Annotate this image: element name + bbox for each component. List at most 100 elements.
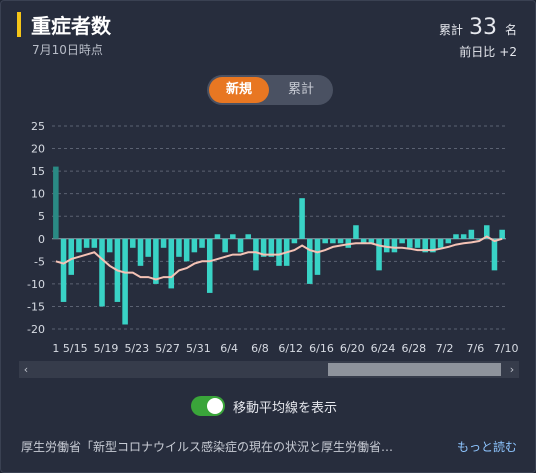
bar — [460, 234, 467, 239]
scrollbar-thumb[interactable] — [328, 363, 501, 376]
bar — [145, 238, 151, 257]
x-tick-label: 1 — [52, 342, 59, 355]
chart-bars — [53, 166, 505, 325]
bar — [437, 238, 444, 248]
y-tick-label: 0 — [38, 233, 45, 246]
x-tick-label: 7/10 — [494, 342, 519, 355]
y-tick-label: -10 — [27, 278, 45, 291]
moving-average-toggle-label: 移動平均線を表示 — [233, 401, 338, 416]
bar — [222, 238, 228, 253]
bar — [199, 238, 205, 248]
y-tick-label: -5 — [34, 255, 45, 268]
bar — [168, 238, 175, 289]
bar — [368, 238, 375, 244]
x-tick-label: 6/12 — [278, 342, 303, 355]
total-value: 33 — [468, 15, 497, 40]
x-tick-label: 5/31 — [186, 342, 211, 355]
bar — [491, 238, 498, 271]
y-tick-label: 25 — [31, 120, 45, 133]
diff-label: 前日比 — [459, 45, 496, 59]
bar — [383, 238, 390, 253]
bar — [445, 238, 452, 244]
bar — [176, 238, 182, 257]
bar — [314, 238, 321, 275]
bar — [237, 238, 244, 253]
y-tick-label: -20 — [27, 323, 45, 336]
source-text: 厚生労働省「新型コロナウイルス感染症の現在の状況と厚生労働省… — [21, 440, 394, 454]
bar — [430, 238, 436, 253]
title-accent-bar — [17, 12, 21, 37]
bar — [322, 238, 328, 244]
bar — [68, 238, 75, 275]
tab-new[interactable]: 新規 — [209, 77, 269, 103]
bar — [106, 238, 113, 253]
diff-value: +2 — [499, 45, 517, 59]
bar — [376, 238, 382, 271]
total-summary: 累計 33 名 — [439, 15, 517, 40]
y-tick-label: 10 — [31, 188, 45, 201]
x-tick-label: 6/20 — [340, 342, 365, 355]
toggle-knob — [207, 398, 223, 414]
bar — [183, 238, 190, 262]
chart-moving-average — [55, 235, 503, 281]
bar — [307, 238, 313, 284]
bar — [91, 238, 98, 248]
x-tick-label: 5/27 — [155, 342, 180, 355]
view-switcher: 新規 累計 — [207, 75, 333, 105]
chart-x-ticks: 1 5/15 5/19 5/23 5/27 5/31 6/4 6/8 6/12 6/16 6/20 6… — [52, 342, 518, 355]
bar — [476, 238, 482, 240]
total-unit: 名 — [504, 23, 517, 37]
x-tick-label: 6/4 — [220, 342, 238, 355]
bar — [407, 238, 413, 248]
bar — [360, 238, 367, 244]
bar — [160, 238, 167, 248]
x-tick-label: 6/28 — [401, 342, 426, 355]
moving-average-line — [55, 235, 503, 281]
card-title: 重症者数 — [31, 14, 111, 38]
bar — [60, 238, 67, 302]
bar — [153, 238, 159, 284]
y-tick-label: 5 — [38, 210, 45, 223]
bar — [253, 238, 259, 271]
x-tick-label: 6/16 — [309, 342, 334, 355]
bar — [399, 238, 405, 244]
bar — [453, 234, 459, 239]
bar — [260, 238, 267, 257]
bar — [206, 238, 213, 293]
scroll-left-icon[interactable]: ‹ — [23, 363, 29, 376]
bar-chart: 25 20 15 10 5 0 -5 -10 -15 -20 1 5/15 5/19 5/23 5/27 5… — [27, 120, 518, 355]
bar — [230, 234, 236, 239]
moving-average-toggle[interactable] — [191, 396, 225, 416]
x-tick-label: 5/19 — [94, 342, 119, 355]
bar — [214, 234, 221, 239]
bar — [137, 238, 144, 266]
scroll-right-icon[interactable]: › — [509, 363, 515, 376]
tab-cumulative[interactable]: 累計 — [287, 82, 314, 97]
bar — [53, 166, 59, 239]
bar — [130, 238, 136, 248]
bar — [122, 238, 128, 325]
bar — [391, 238, 398, 253]
bar — [76, 238, 82, 253]
chart-scrollbar[interactable]: ‹ › — [19, 361, 519, 378]
x-tick-label: 6/8 — [251, 342, 269, 355]
bar — [468, 229, 475, 239]
x-tick-label: 7/2 — [436, 342, 454, 355]
bar — [99, 238, 105, 307]
bar — [291, 238, 298, 244]
bar — [414, 238, 421, 248]
y-tick-label: 20 — [31, 143, 45, 156]
x-tick-label: 6/24 — [371, 342, 396, 355]
bar — [299, 198, 305, 239]
bar — [330, 238, 336, 244]
bar — [268, 238, 275, 257]
read-more-link[interactable]: もっと読む — [456, 440, 517, 454]
bar — [337, 238, 344, 244]
y-tick-label: -15 — [27, 300, 45, 313]
bar — [191, 238, 198, 253]
bar — [276, 238, 282, 266]
bar — [245, 234, 251, 239]
chart-grid: 25 20 15 10 5 0 -5 -10 -15 -20 — [27, 120, 506, 336]
x-tick-label: 5/15 — [63, 342, 88, 355]
